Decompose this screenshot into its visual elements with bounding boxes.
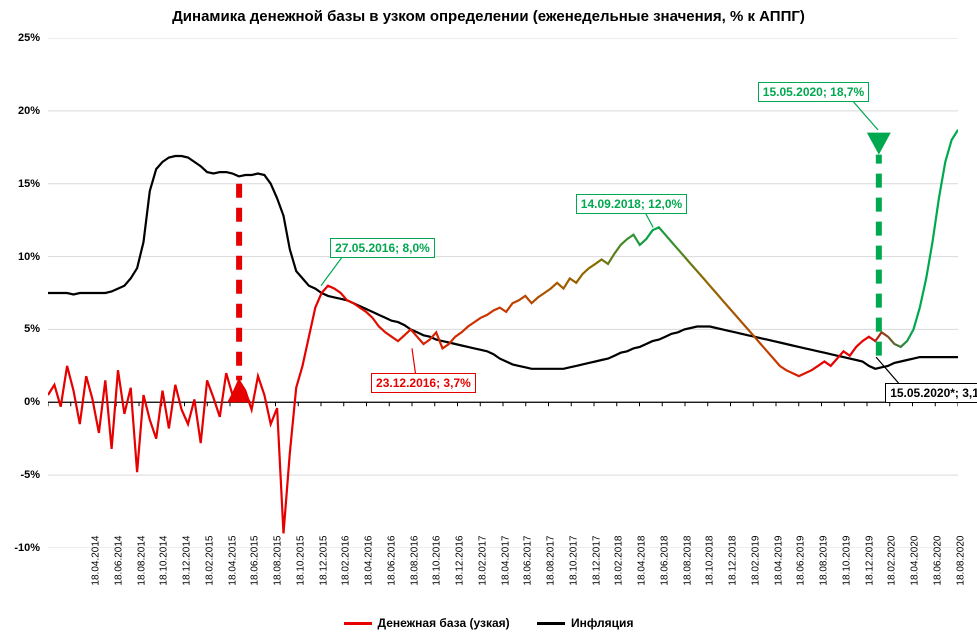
x-tick-label: 18.12.2019 bbox=[864, 536, 875, 586]
x-tick-label: 18.02.2017 bbox=[477, 536, 488, 586]
legend-swatch bbox=[344, 622, 372, 625]
x-tick-label: 18.04.2018 bbox=[637, 536, 648, 586]
x-tick-label: 18.12.2017 bbox=[591, 536, 602, 586]
x-tick-label: 18.10.2014 bbox=[159, 536, 170, 586]
x-tick-label: 18.02.2018 bbox=[614, 536, 625, 586]
y-tick-label: 0% bbox=[24, 396, 40, 408]
x-tick-label: 18.08.2014 bbox=[136, 536, 147, 586]
x-tick-label: 18.08.2020 bbox=[955, 536, 966, 586]
x-tick-label: 18.10.2015 bbox=[295, 536, 306, 586]
x-tick-label: 18.12.2014 bbox=[182, 536, 193, 586]
y-axis: -10%-5%0%5%10%15%20%25% bbox=[0, 38, 44, 548]
x-axis: 18.04.201418.06.201418.08.201418.10.2014… bbox=[48, 458, 958, 578]
x-tick-label: 18.06.2015 bbox=[250, 536, 261, 586]
x-tick-label: 18.04.2014 bbox=[91, 536, 102, 586]
legend: Денежная база (узкая) Инфляция bbox=[0, 616, 977, 630]
chart-container: Динамика денежной базы в узком определен… bbox=[0, 0, 977, 638]
x-tick-label: 18.02.2020 bbox=[887, 536, 898, 586]
x-tick-label: 18.10.2016 bbox=[432, 536, 443, 586]
x-tick-label: 18.12.2018 bbox=[728, 536, 739, 586]
x-tick-label: 18.10.2017 bbox=[568, 536, 579, 586]
y-tick-label: 20% bbox=[18, 105, 40, 117]
x-tick-label: 18.08.2015 bbox=[273, 536, 284, 586]
x-tick-label: 18.10.2019 bbox=[841, 536, 852, 586]
legend-swatch bbox=[537, 622, 565, 625]
x-tick-label: 18.02.2015 bbox=[204, 536, 215, 586]
chart-title: Динамика денежной базы в узком определен… bbox=[0, 8, 977, 25]
annotation-label: 27.05.2016; 8,0% bbox=[330, 238, 435, 258]
y-tick-label: -10% bbox=[14, 542, 40, 554]
x-tick-label: 18.04.2016 bbox=[364, 536, 375, 586]
y-tick-label: 5% bbox=[24, 323, 40, 335]
x-tick-label: 18.06.2017 bbox=[523, 536, 534, 586]
annotation-label: 14.09.2018; 12,0% bbox=[576, 194, 687, 214]
x-tick-label: 18.06.2020 bbox=[932, 536, 943, 586]
annotation-label: 23.12.2016; 3,7% bbox=[371, 373, 476, 393]
x-tick-label: 18.12.2015 bbox=[318, 536, 329, 586]
legend-item-money-base: Денежная база (узкая) bbox=[344, 616, 510, 630]
x-tick-label: 18.06.2016 bbox=[386, 536, 397, 586]
x-tick-label: 18.04.2017 bbox=[500, 536, 511, 586]
x-tick-label: 18.04.2015 bbox=[227, 536, 238, 586]
y-tick-label: 10% bbox=[18, 251, 40, 263]
x-tick-label: 18.06.2018 bbox=[659, 536, 670, 586]
y-tick-label: 15% bbox=[18, 178, 40, 190]
x-tick-label: 18.02.2016 bbox=[341, 536, 352, 586]
x-tick-label: 18.04.2020 bbox=[910, 536, 921, 586]
x-tick-label: 18.10.2018 bbox=[705, 536, 716, 586]
x-tick-label: 18.06.2014 bbox=[113, 536, 124, 586]
annotation-label: 15.05.2020; 18,7% bbox=[758, 82, 869, 102]
x-tick-label: 18.02.2019 bbox=[750, 536, 761, 586]
legend-label: Денежная база (узкая) bbox=[378, 616, 510, 630]
y-tick-label: -5% bbox=[20, 469, 40, 481]
x-tick-label: 18.12.2016 bbox=[455, 536, 466, 586]
y-tick-label: 25% bbox=[18, 32, 40, 44]
x-tick-label: 18.06.2019 bbox=[796, 536, 807, 586]
x-tick-label: 18.08.2016 bbox=[409, 536, 420, 586]
legend-item-inflation: Инфляция bbox=[537, 616, 633, 630]
x-tick-label: 18.04.2019 bbox=[773, 536, 784, 586]
legend-label: Инфляция bbox=[571, 616, 633, 630]
annotation-label: 15.05.2020*; 3,1% bbox=[885, 383, 977, 403]
x-tick-label: 18.08.2019 bbox=[819, 536, 830, 586]
x-tick-label: 18.08.2017 bbox=[546, 536, 557, 586]
x-tick-label: 18.08.2018 bbox=[682, 536, 693, 586]
